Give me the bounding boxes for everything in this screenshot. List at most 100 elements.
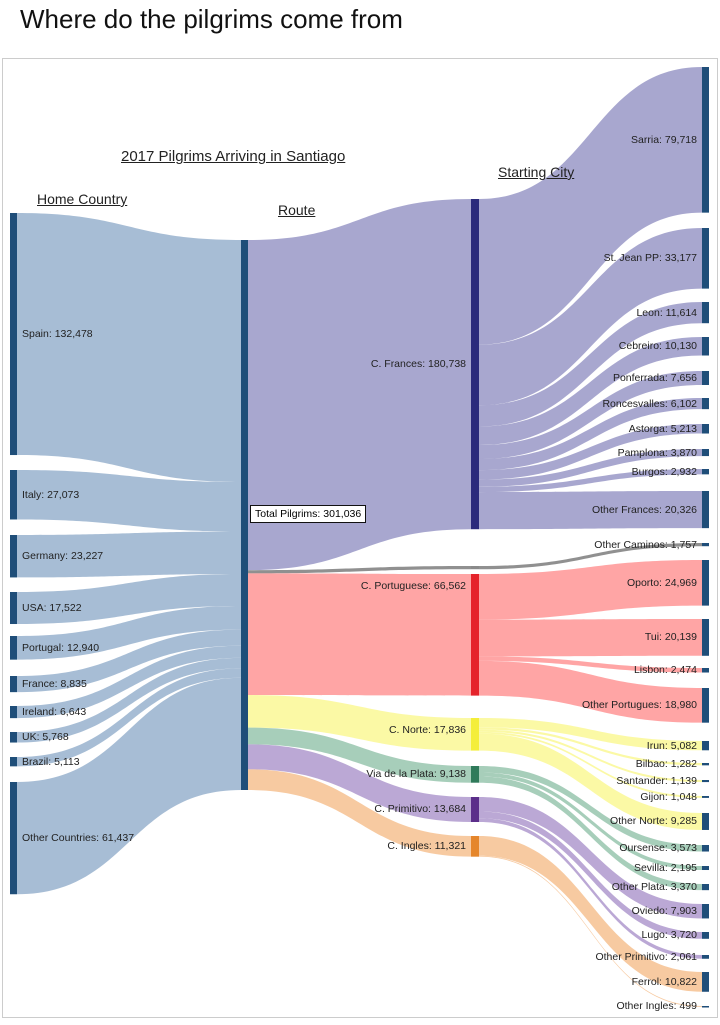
chart-title: 2017 Pilgrims Arriving in Santiago <box>121 148 346 165</box>
flow-city-16 <box>479 727 702 766</box>
city-label: Roncesvalles: 6,102 <box>602 397 697 410</box>
route-bar <box>471 766 479 783</box>
city-label: Other Norte: 9,285 <box>610 815 697 828</box>
flow-city-15 <box>479 718 702 751</box>
flow-route-1 <box>248 566 471 574</box>
route-label: C. Frances: 180,738 <box>370 358 466 371</box>
flow-city-17 <box>479 729 702 783</box>
flow-city-21 <box>479 772 702 871</box>
city-label: Tui: 20,139 <box>644 631 697 644</box>
flow-country-1 <box>17 470 241 532</box>
city-bar <box>702 469 709 475</box>
city-bar <box>702 337 709 356</box>
flow-country-8 <box>17 668 241 767</box>
route-bar <box>471 718 479 751</box>
country-bar <box>10 535 17 578</box>
city-bar <box>702 560 709 606</box>
flow-country-6 <box>17 645 241 719</box>
city-bar <box>702 398 709 410</box>
flow-route-4 <box>248 727 471 783</box>
country-bar <box>10 782 17 895</box>
city-label: Other Ingles: 499 <box>616 1000 697 1013</box>
city-bar <box>702 619 709 656</box>
flow-city-25 <box>479 818 702 959</box>
flow-country-5 <box>17 629 241 693</box>
flow-country-0 <box>17 213 241 483</box>
city-bar <box>702 668 709 673</box>
route-bar <box>471 574 479 696</box>
header-starting-city: Starting City <box>498 164 575 180</box>
flow-city-11 <box>479 560 702 620</box>
country-label: Spain: 132,478 <box>22 328 93 341</box>
city-bar <box>702 780 709 783</box>
header-home-country: Home Country <box>37 191 128 207</box>
flow-city-4 <box>479 371 702 459</box>
city-label: Ponferrada: 7,656 <box>612 371 697 384</box>
city-label: Leon: 11,614 <box>636 306 697 319</box>
flow-city-14 <box>479 660 702 723</box>
flow-city-12 <box>479 619 702 657</box>
country-label: UK: 5,768 <box>22 731 69 744</box>
flow-city-23 <box>479 797 702 919</box>
city-bar <box>702 1006 709 1008</box>
city-bar <box>702 845 709 852</box>
flow-city-18 <box>479 731 702 798</box>
country-bar <box>10 636 17 660</box>
flow-city-26 <box>479 836 702 992</box>
city-label: Bilbao: 1,282 <box>635 758 697 771</box>
flow-city-1 <box>479 228 702 406</box>
city-label: Other Portugues: 18,980 <box>582 699 697 712</box>
route-label: C. Norte: 17,836 <box>388 724 466 736</box>
header-route: Route <box>278 202 316 218</box>
city-label: Sevilla: 2,195 <box>633 862 697 874</box>
flow-city-13 <box>479 656 702 673</box>
flow-route-3 <box>248 695 471 751</box>
city-bar <box>702 424 709 434</box>
city-bar <box>702 741 709 751</box>
page-title: Where do the pilgrims come from <box>20 4 403 34</box>
country-bar <box>10 470 17 520</box>
route-label: C. Primitivo: 13,684 <box>374 803 466 815</box>
city-label: Other Plata: 3,370 <box>611 881 697 894</box>
flow-city-27 <box>479 855 702 1007</box>
city-bar <box>702 884 709 891</box>
city-label: Astorga: 5,213 <box>628 422 697 435</box>
flow-route-5 <box>248 744 471 823</box>
city-bar <box>702 955 709 959</box>
flow-city-3 <box>479 337 702 445</box>
flow-city-5 <box>479 398 702 471</box>
route-label: Via de la Plata: 9,138 <box>366 768 466 781</box>
city-label: Irun: 5,082 <box>646 739 697 752</box>
country-label: Italy: 27,073 <box>22 488 80 501</box>
flow-country-3 <box>17 573 241 625</box>
city-label: Ferrol: 10,822 <box>631 975 697 988</box>
country-bar <box>10 757 17 767</box>
flow-city-20 <box>479 766 702 852</box>
city-label: Other Frances: 20,326 <box>591 503 697 516</box>
flow-city-9 <box>479 491 702 530</box>
route-label: C. Portuguese: 66,562 <box>360 580 466 592</box>
sankey-panel <box>2 58 718 1018</box>
flow-country-7 <box>17 657 241 743</box>
city-label: Pamplona: 3,870 <box>617 446 697 459</box>
flow-country-4 <box>17 605 241 660</box>
route-bar <box>471 566 479 570</box>
flow-city-2 <box>479 302 702 427</box>
city-label: Gijon: 1,048 <box>640 790 697 803</box>
city-label: Santander: 1,139 <box>616 775 697 788</box>
country-bar <box>10 213 17 456</box>
total-pilgrims-label: Total Pilgrims: 301,036 <box>250 505 367 523</box>
city-bar <box>702 904 709 919</box>
flow-city-19 <box>479 733 702 830</box>
flow-city-10 <box>479 543 702 570</box>
city-label: Oursense: 3,573 <box>619 842 697 855</box>
city-label: Burgos: 2,932 <box>631 465 697 478</box>
country-bar <box>10 676 17 693</box>
city-bar <box>702 371 709 385</box>
country-label: France: 8,835 <box>22 678 87 691</box>
city-bar <box>702 688 709 723</box>
route-bar <box>471 797 479 823</box>
country-label: Ireland: 6,643 <box>22 706 87 719</box>
country-label: Brazil: 5,113 <box>22 755 80 768</box>
